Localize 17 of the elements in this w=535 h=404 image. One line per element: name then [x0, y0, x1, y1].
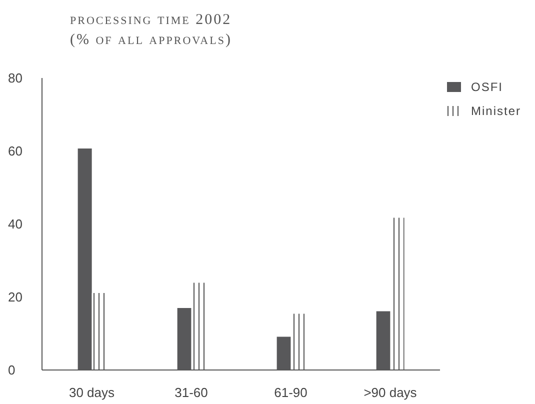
- bar: [390, 218, 404, 370]
- chart-subtitle: (% of all approvals): [70, 31, 232, 50]
- x-tick-label: >90 days: [364, 385, 418, 400]
- bar: [191, 282, 206, 370]
- x-tick-label: 30 days: [68, 385, 116, 400]
- legend-label: Minister: [470, 104, 521, 118]
- y-tick-label: 60: [8, 144, 22, 159]
- y-tick-label: 0: [8, 362, 16, 378]
- bar: [92, 292, 106, 370]
- x-tick-label: 61-90: [274, 385, 308, 400]
- chart-title: processing time 2002: [70, 11, 232, 30]
- y-tick-label: 20: [8, 290, 22, 305]
- y-tick-label: 40: [8, 216, 22, 232]
- bar: [290, 314, 305, 370]
- legend-label: OSFI: [470, 80, 503, 94]
- x-tick-label: 31-60: [174, 385, 208, 400]
- y-tick-label: 80: [8, 70, 22, 86]
